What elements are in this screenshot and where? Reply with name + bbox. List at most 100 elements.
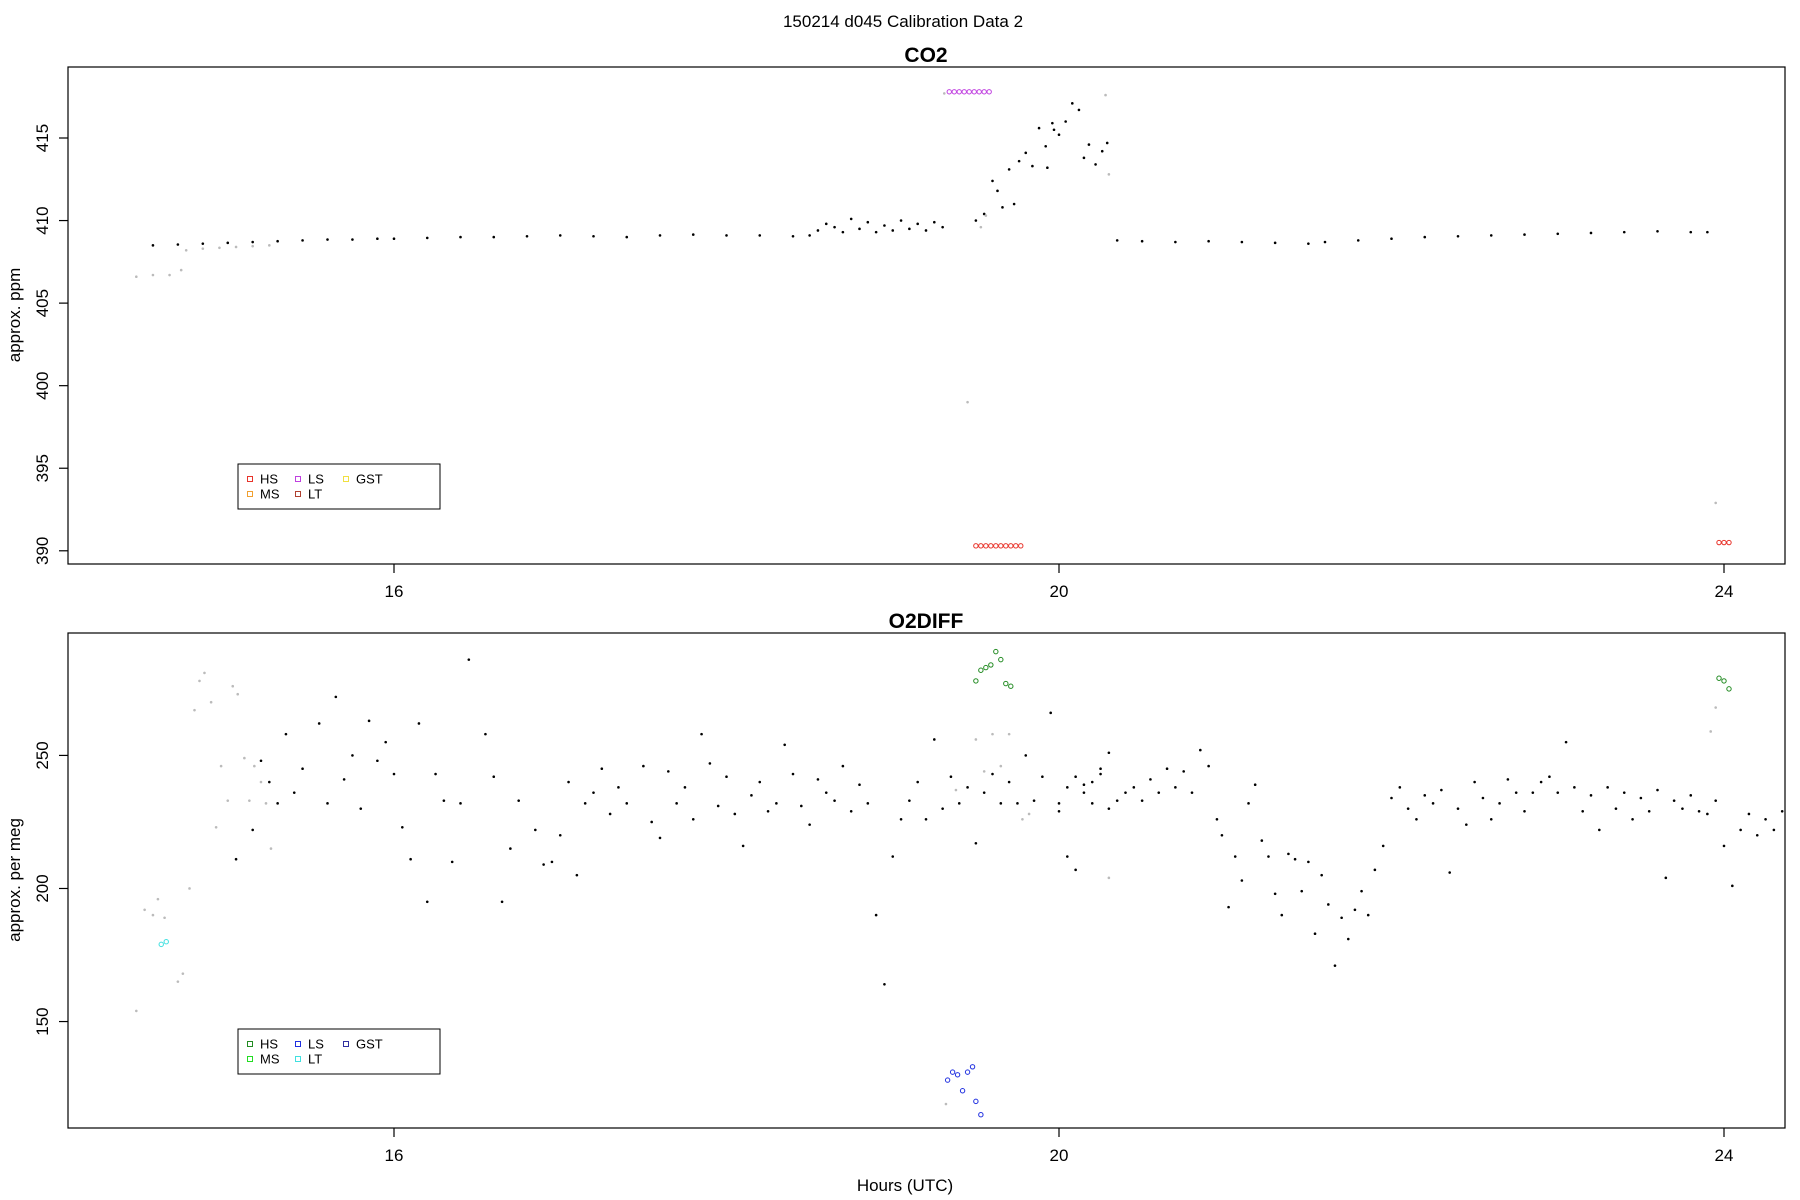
o2diff-point-excluded [163,916,166,920]
co2-point-sample [1051,121,1054,125]
o2diff-point-excluded [269,847,273,850]
o2diff-point-sample [858,783,861,786]
o2diff-point-sample [1066,855,1069,858]
co2-point-sample [459,235,462,239]
o2diff-point-sample [1398,786,1402,789]
o2diff-point-sample [1664,876,1668,880]
o2diff-point-sample [800,804,803,808]
o2diff-point-sample [1672,799,1676,802]
o2diff-point-sample [791,772,795,776]
o2diff-point-sample [667,770,670,773]
o2diff-point-excluded [253,764,256,768]
co2-point-sample [933,220,936,224]
o2diff-point-sample [891,855,895,858]
o2diff-point-sample [991,772,994,776]
o2diff-point-sample [1260,839,1264,842]
co2-point-sample [883,224,886,227]
o2diff-point-ls [978,1111,984,1118]
o2diff-point-ls [949,1069,956,1075]
o2diff-point-sample [1489,817,1493,821]
co2-point-sample [974,219,978,222]
co2-point-sample [1017,159,1021,163]
o2diff-point-sample [1431,802,1435,805]
co2-point-sample [908,227,911,231]
co2-point-sample [1007,168,1011,171]
co2-point-sample [982,212,986,216]
o2diff-point-sample [392,772,396,776]
o2diff-x-tick-label: 16 [385,1146,404,1165]
o2diff-panel: O2DIFF approx. per meg 16 20 24 150200250 … [5,610,1786,1165]
co2-point-sample [1057,133,1061,136]
o2diff-point-sample [1523,810,1526,813]
o2diff-point-sample [957,802,961,805]
o2diff-point-sample [567,780,570,784]
o2diff-point-sample [1049,711,1052,715]
co2-point-sample [849,217,853,221]
o2diff-point-lt [158,941,164,948]
co2-data-points [135,89,1732,549]
o2diff-point-sample [841,764,845,768]
o2diff-point-sample [1215,817,1219,821]
co2-point-excluded [942,92,946,95]
co2-point-sample [1174,240,1177,244]
co2-point-sample [326,238,329,241]
o2diff-point-sample [401,825,404,829]
co2-point-sample [1706,230,1709,234]
o2diff-point-excluded [181,972,185,975]
o2diff-point-sample [766,810,770,813]
o2diff-y-ticks: 150 200 250 [33,741,68,1036]
o2diff-point-excluded [219,764,223,768]
o2diff-point-sample [1313,932,1317,936]
o2diff-legend-marker-gst [343,1041,349,1047]
co2-x-tick-label: 20 [1050,582,1069,601]
o2diff-point-sample [434,772,437,776]
o2diff-point-sample [899,817,903,821]
o2diff-point-sample [1697,810,1701,813]
co2-point-sample [858,227,861,231]
co2-point-sample [1489,234,1493,237]
o2diff-point-sample [1353,908,1357,912]
co2-point-sample [351,238,354,241]
o2diff-point-sample [1090,802,1094,805]
o2diff-point-hs [1726,686,1732,692]
co2-y-axis-label: approx. ppm [5,268,24,363]
co2-point-sample [1456,234,1460,238]
co2-point-sample [1087,143,1091,146]
o2diff-point-sample [758,780,762,784]
o2diff-point-sample [608,812,612,816]
o2diff-point-sample [1267,855,1270,858]
o2diff-point-ls [954,1072,961,1078]
o2diff-point-sample [317,722,321,725]
o2diff-point-sample [982,791,986,794]
co2-point-sample [874,230,878,234]
o2diff-point-sample [883,982,886,986]
o2diff-point-sample [1622,791,1626,794]
o2diff-point-sample [1548,775,1551,779]
o2diff-point-sample [1032,799,1036,802]
o2diff-legend-marker-ms [247,1056,253,1062]
co2-point-sample [1273,241,1277,245]
o2diff-point-sample [1140,799,1144,802]
co2-point-sample [866,220,870,224]
o2diff-point-hs [998,656,1004,663]
o2diff-point-sample [1066,786,1069,789]
co2-point-sample [1037,126,1041,130]
co2-y-tick-label: 415 [33,124,52,152]
o2diff-point-sample [376,759,379,763]
o2diff-point-sample [833,799,836,802]
o2diff-point-ls [944,1077,951,1083]
o2diff-point-sample [1514,791,1518,794]
o2diff-point-sample [1174,786,1177,789]
o2diff-x-tick-label: 24 [1715,1146,1734,1165]
o2diff-point-sample [750,794,753,797]
co2-y-tick-label: 395 [33,454,52,482]
o2diff-point-excluded [1027,812,1031,816]
o2diff-legend-marker-hs [247,1041,253,1047]
o2diff-panel-title: O2DIFF [889,610,964,633]
o2diff-point-sample [1589,794,1593,797]
co2-point-sample [1094,163,1097,166]
o2diff-point-sample [1074,775,1077,779]
co2-point-hs [1716,539,1722,546]
o2diff-point-excluded [1714,706,1717,709]
o2diff-point-sample [1473,780,1476,784]
